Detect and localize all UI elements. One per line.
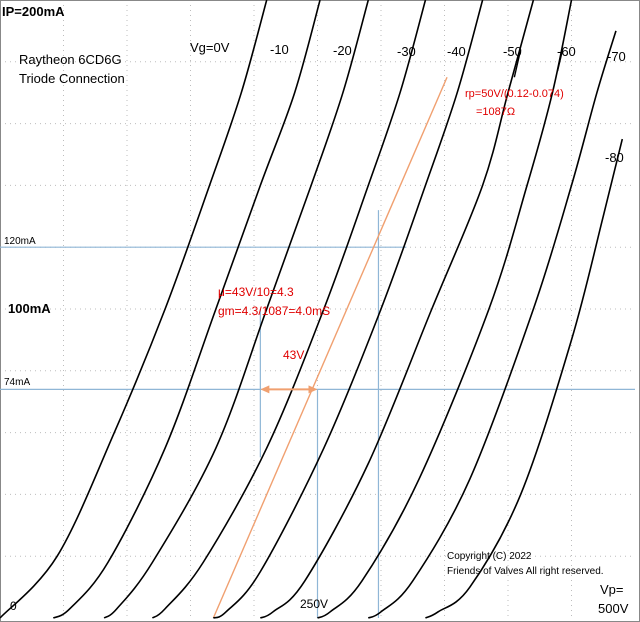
curve-label-2: -20 bbox=[333, 43, 352, 58]
chart-title: Raytheon 6CD6G bbox=[19, 52, 122, 67]
delta-v-label: 43V bbox=[283, 348, 304, 362]
curve-8 bbox=[425, 138, 624, 619]
rp-annotation-line2: =1087Ω bbox=[476, 106, 515, 118]
y-max-label: IP=200mA bbox=[2, 4, 65, 19]
curve-7 bbox=[367, 30, 617, 619]
hline-label-120: 120mA bbox=[4, 236, 36, 247]
curve-4 bbox=[213, 0, 484, 619]
rp-leader-line bbox=[556, 49, 564, 72]
x-unit-label: Vp= bbox=[600, 582, 624, 597]
delta-v-arrow-head-right bbox=[308, 385, 318, 394]
curve-3 bbox=[151, 0, 427, 619]
curve-0 bbox=[0, 0, 268, 619]
rp-annotation-line1: rp=50V/(0.12-0.074) bbox=[465, 88, 564, 100]
curve-label-6: -60 bbox=[557, 44, 576, 59]
x-max-label: 500V bbox=[598, 601, 629, 616]
tangent-line bbox=[212, 76, 448, 619]
gm-annotation: gm=4.3/1087=4.0mS bbox=[218, 304, 330, 318]
curve-label-0: Vg=0V bbox=[190, 40, 230, 55]
curve-2 bbox=[103, 0, 370, 619]
copyright-line2: Friends of Valves All right reserved. bbox=[447, 566, 604, 577]
delta-v-arrow-head-left bbox=[260, 385, 270, 394]
mu-annotation: μ=43V/10=4.3 bbox=[218, 285, 294, 299]
curve-label-3: -30 bbox=[397, 44, 416, 59]
y-mid-label: 100mA bbox=[8, 301, 51, 316]
copyright-line1: Copyright (C) 2022 bbox=[447, 551, 532, 562]
x-zero-label: 0 bbox=[10, 599, 17, 613]
curve-family bbox=[0, 0, 624, 619]
curve-label-5: -50 bbox=[503, 44, 522, 59]
curve-5 bbox=[260, 0, 535, 619]
curve-label-8: -80 bbox=[605, 150, 624, 165]
curve-label-7: -70 bbox=[607, 49, 626, 64]
overlay bbox=[260, 49, 564, 394]
chart-subtitle: Triode Connection bbox=[19, 71, 125, 86]
curve-labels: Vg=0V -10 -20 -30 -40 -50 -60 -70 -80 bbox=[190, 40, 626, 165]
curve-label-4: -40 bbox=[447, 44, 466, 59]
rp-leader-line bbox=[513, 49, 522, 78]
curve-label-1: -10 bbox=[270, 42, 289, 57]
curve-6 bbox=[317, 0, 573, 619]
hline-label-74: 74mA bbox=[4, 377, 30, 388]
curve-1 bbox=[52, 0, 321, 619]
x-mid-label: 250V bbox=[300, 597, 328, 611]
